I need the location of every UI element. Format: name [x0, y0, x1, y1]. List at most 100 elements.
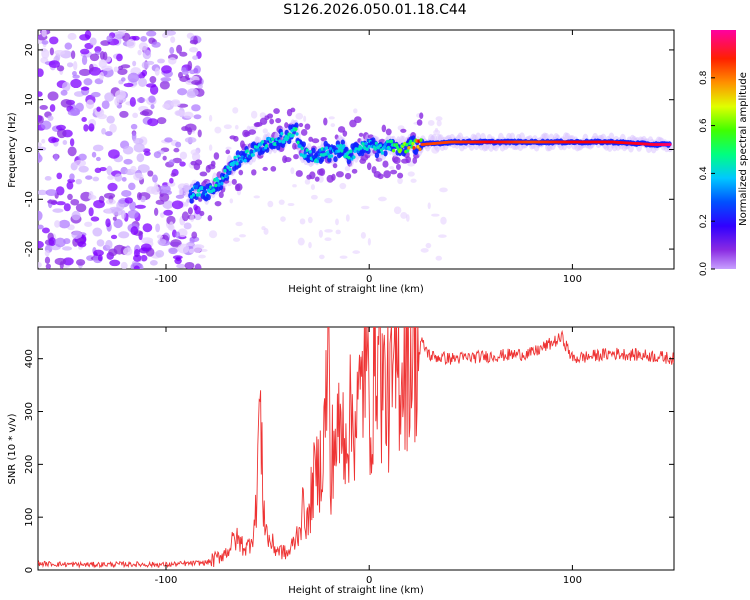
noise-blob: [70, 78, 82, 89]
noise-blob: [123, 158, 133, 165]
noise-blob: [163, 209, 173, 216]
noise-blob: [105, 239, 113, 250]
noise-blob: [129, 97, 136, 107]
noise-blob: [159, 192, 170, 202]
noise-blob: [132, 112, 139, 118]
noise-blob: [360, 231, 366, 239]
noise-blob: [152, 174, 158, 183]
noise-blob: [126, 38, 136, 49]
ridge-core: [291, 133, 295, 138]
noise-blob: [47, 115, 54, 121]
noise-blob: [192, 244, 202, 253]
noise-blob: [38, 189, 48, 196]
ridge-core: [380, 151, 385, 155]
noise-blob: [164, 137, 173, 143]
spectrogram-y-label: Frequency (Hz): [7, 112, 18, 188]
noise-blob: [122, 247, 133, 256]
noise-blob: [397, 177, 403, 185]
ridge-core: [315, 159, 319, 164]
noise-blob: [89, 63, 94, 72]
noise-blob: [155, 249, 165, 258]
noise-blob: [177, 228, 188, 238]
noise-blob: [161, 65, 172, 74]
noise-blob: [58, 219, 70, 229]
ridge-core: [235, 161, 239, 166]
noise-blob: [85, 99, 95, 110]
ridge-blob: [207, 215, 213, 222]
noise-blob: [193, 114, 202, 120]
ridge-core-outer: [344, 146, 349, 153]
ridge-core: [236, 154, 240, 159]
noise-blob: [181, 211, 189, 222]
ridge-blob: [273, 108, 280, 115]
y-tick-label: 400: [24, 349, 35, 368]
noise-blob: [140, 254, 148, 262]
ridge-core: [305, 148, 309, 152]
noise-blob: [193, 204, 198, 211]
noise-blob: [45, 263, 51, 269]
noise-blob: [110, 234, 118, 240]
noise-blob: [191, 130, 196, 134]
colorbar: 0.0 0.2 0.4 0.6 0.8 Normalized spectral ampl…: [699, 30, 749, 276]
noise-blob: [173, 147, 180, 153]
noise-blob: [94, 46, 102, 53]
noise-blob: [435, 255, 443, 261]
noise-blob: [154, 207, 159, 217]
noise-blob: [438, 234, 447, 238]
ridge-blob: [284, 156, 292, 163]
ridge-blob: [199, 171, 208, 177]
ridge-core: [387, 147, 392, 151]
snr-y-label: SNR (10 * v/v): [7, 413, 18, 484]
ridge-core: [212, 188, 216, 192]
noise-blob: [162, 155, 167, 161]
snr-axes: -100 0 100 0 100 200 300 400: [24, 327, 674, 586]
noise-blob: [439, 187, 448, 193]
ridge-blob: [309, 171, 316, 180]
noise-blob: [147, 118, 159, 127]
ridge-core: [206, 193, 210, 198]
noise-blob: [168, 247, 178, 255]
ridge-core: [364, 141, 368, 146]
noise-blob: [113, 31, 125, 38]
noise-blob: [250, 110, 258, 119]
spectrogram-image: [38, 30, 673, 269]
noise-blob: [108, 149, 120, 159]
noise-blob: [96, 239, 105, 247]
noise-blob: [133, 172, 144, 181]
ridge-core: [294, 127, 298, 131]
noise-blob: [63, 203, 71, 212]
noise-blob: [83, 124, 89, 132]
noise-blob: [44, 176, 52, 181]
noise-blob: [154, 67, 160, 76]
noise-blob: [143, 151, 151, 156]
noise-blob: [127, 72, 140, 83]
ridge-core: [256, 148, 261, 152]
ridge-blob: [392, 156, 401, 165]
ridge-core: [407, 146, 411, 150]
noise-blob: [45, 189, 58, 196]
ridge-core-outer: [301, 141, 306, 148]
noise-blob: [105, 218, 111, 228]
noise-blob: [295, 112, 304, 120]
noise-blob: [38, 210, 43, 221]
ridge-blob: [383, 170, 391, 179]
ridge-blob: [187, 207, 193, 215]
noise-blob: [151, 41, 161, 48]
noise-blob: [95, 156, 101, 162]
noise-blob: [171, 200, 184, 210]
noise-blob: [83, 78, 93, 86]
noise-blob: [353, 108, 358, 114]
ridge-blob: [213, 152, 220, 160]
snr-line: [38, 327, 674, 569]
noise-blob: [290, 167, 295, 175]
noise-blob: [85, 175, 93, 180]
ridge-core: [399, 148, 403, 152]
noise-blob: [208, 114, 213, 122]
noise-blob: [427, 120, 435, 126]
noise-blob: [120, 64, 131, 69]
noise-blob: [47, 199, 58, 204]
noise-blob: [99, 51, 105, 60]
noise-blob: [49, 36, 59, 45]
